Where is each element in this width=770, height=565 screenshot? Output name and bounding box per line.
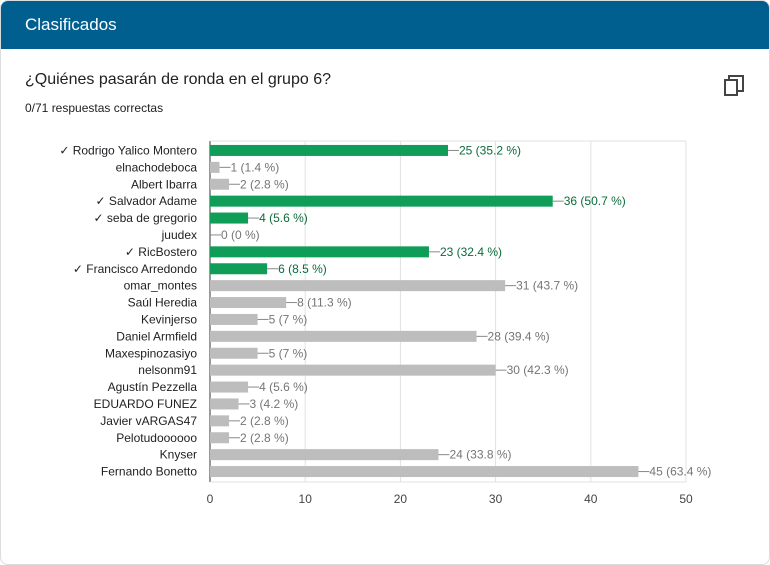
bar-incorrect <box>210 398 239 410</box>
category-label: Knyser <box>160 448 197 462</box>
category-label: Fernando Bonetto <box>101 465 197 479</box>
category-label: ✓ Rodrigo Yalico Montero <box>59 143 197 157</box>
x-tick-label: 30 <box>489 492 503 506</box>
data-label: 2 (2.8 %) <box>240 431 289 445</box>
data-label: 25 (35.2 %) <box>459 143 521 157</box>
category-label: omar_montes <box>124 279 197 293</box>
category-label: Javier vARGAS47 <box>100 414 197 428</box>
category-label: Maxespinozasiyo <box>105 346 197 360</box>
category-label: ✓ Salvador Adame <box>96 194 198 208</box>
bar-incorrect <box>210 347 258 359</box>
data-label: 0 (0 %) <box>221 228 260 242</box>
data-label: 30 (42.3 %) <box>507 363 569 377</box>
category-label: ✓ seba de gregorio <box>94 211 198 225</box>
section-title: Clasificados <box>25 15 117 34</box>
data-label: 4 (5.6 %) <box>259 380 308 394</box>
data-label: 1 (1.4 %) <box>231 160 280 174</box>
category-label: Kevinjerso <box>141 312 197 326</box>
section-header: Clasificados <box>1 1 769 49</box>
category-label: Agustín Pezzella <box>108 380 198 394</box>
bar-incorrect <box>210 313 258 325</box>
data-label: 4 (5.6 %) <box>259 211 308 225</box>
data-label: 3 (4.2 %) <box>250 397 299 411</box>
data-label: 45 (63.4 %) <box>649 465 711 479</box>
data-label: 24 (33.8 %) <box>449 448 511 462</box>
category-label: EDUARDO FUNEZ <box>94 397 197 411</box>
bar-correct <box>210 195 553 207</box>
bar-incorrect <box>210 415 230 427</box>
data-label: 5 (7 %) <box>269 346 308 360</box>
category-label: Albert Ibarra <box>131 177 197 191</box>
correct-answers-count: 0/71 respuestas correctas <box>25 101 164 115</box>
bar-chart: 0 10 20 30 40 50 ✓ Rodrigo Yalico Montero 25 (3… <box>59 140 711 506</box>
x-tick-label: 50 <box>679 492 693 506</box>
x-tick-label: 10 <box>299 492 313 506</box>
data-label: 8 (11.3 %) <box>297 296 351 310</box>
category-label: elnachodeboca <box>116 160 198 174</box>
category-label: nelsonm91 <box>138 363 197 377</box>
bar-incorrect <box>210 161 220 173</box>
bar-incorrect <box>210 449 439 461</box>
bar-incorrect <box>210 297 287 309</box>
bar-correct <box>210 263 268 275</box>
bar-correct <box>210 246 429 258</box>
category-label: Pelotudoooooo <box>116 431 197 445</box>
data-label: 6 (8.5 %) <box>278 262 327 276</box>
x-tick-label: 20 <box>394 492 408 506</box>
bar-incorrect <box>210 178 230 190</box>
data-label: 2 (2.8 %) <box>240 177 289 191</box>
category-label: ✓ RicBostero <box>125 245 197 259</box>
data-label: 31 (43.7 %) <box>516 279 578 293</box>
copy-icon <box>724 75 744 96</box>
bar-incorrect <box>210 280 506 292</box>
category-label: juudex <box>161 228 197 242</box>
category-label: Daniel Armfield <box>116 329 197 343</box>
bar-incorrect <box>210 432 230 444</box>
data-label: 36 (50.7 %) <box>564 194 626 208</box>
bar-incorrect <box>210 381 249 393</box>
copy-chart-button[interactable] <box>719 71 749 101</box>
x-tick-label: 0 <box>207 492 214 506</box>
category-label: Saúl Heredia <box>128 296 198 310</box>
data-label: 5 (7 %) <box>269 312 308 326</box>
data-label: 28 (39.4 %) <box>488 329 550 343</box>
bar-correct <box>210 144 448 156</box>
bar-incorrect <box>210 466 639 478</box>
x-tick-label: 40 <box>584 492 598 506</box>
data-label: 2 (2.8 %) <box>240 414 289 428</box>
bar-correct <box>210 212 249 224</box>
category-label: ✓ Francisco Arredondo <box>73 262 197 276</box>
bar-incorrect <box>210 330 477 342</box>
bar-incorrect <box>210 364 496 376</box>
question-title: ¿Quiénes pasarán de ronda en el grupo 6? <box>25 71 331 88</box>
data-label: 23 (32.4 %) <box>440 245 502 259</box>
